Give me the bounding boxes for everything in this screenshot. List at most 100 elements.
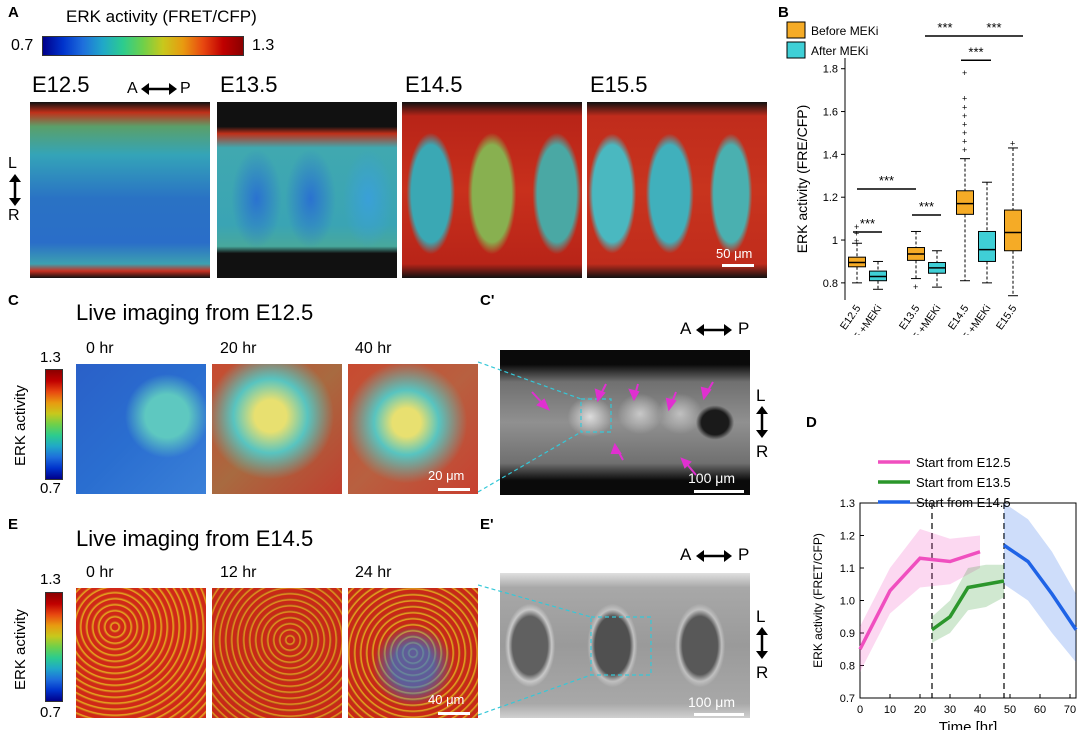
scale-text-e: 40 μm <box>428 692 465 707</box>
axis-p-label: P <box>180 80 191 97</box>
outlier-mark: + <box>962 94 967 104</box>
x-tick-label: 50 <box>1004 704 1016 716</box>
image-ep-overview <box>500 573 750 718</box>
x-tick-label: 10 <box>884 704 896 716</box>
x-tick-label: 0 <box>857 704 863 716</box>
significance-stars: *** <box>968 44 983 59</box>
x-tick-label: 20 <box>914 704 926 716</box>
image-e-0hr <box>76 588 206 718</box>
image-e12-5 <box>30 102 210 278</box>
axis-p-label: P <box>738 319 750 338</box>
colorbar-e <box>45 592 63 702</box>
outlier-mark: + <box>854 222 859 232</box>
outlier-mark: + <box>962 128 967 138</box>
time-label: 0 hr <box>86 564 114 581</box>
x-tick-label: 60 <box>1034 704 1046 716</box>
outlier-mark: + <box>854 236 859 246</box>
y-tick-label: 1.3 <box>840 498 855 510</box>
image-e-12hr <box>212 588 342 718</box>
legend-swatch-before <box>786 21 806 39</box>
axis-a-label: A <box>127 80 138 97</box>
outlier-mark: + <box>962 102 967 112</box>
scale-text-cp: 100 μm <box>688 470 735 486</box>
axis-a-label: A <box>680 545 692 564</box>
outlier-mark: + <box>962 68 967 78</box>
scale-text-c: 20 μm <box>428 468 465 483</box>
colorbar-max-a: 1.3 <box>252 37 275 54</box>
axis-p-label: P <box>738 545 750 564</box>
colorbar-min-a: 0.7 <box>11 37 34 54</box>
series-line <box>858 550 981 651</box>
panel-label-a: A <box>8 4 19 21</box>
stage-label: E15.5 <box>590 72 648 97</box>
time-label: 12 hr <box>220 564 257 581</box>
y-tick-label: 1.1 <box>840 563 855 575</box>
y-tick-label: 1.6 <box>823 107 838 119</box>
colorbar-max-e: 1.3 <box>40 571 61 588</box>
axis-r-label: R <box>756 663 769 682</box>
y-tick-label: 0.8 <box>840 661 855 673</box>
y-tick-label: 1.2 <box>840 531 855 543</box>
time-label: 20 hr <box>220 340 257 357</box>
y-tick-label: 1 <box>832 235 838 247</box>
panel-label-c: C <box>8 292 19 309</box>
zoom-guide-lines <box>478 361 714 493</box>
lr-arrow-icon <box>756 406 768 438</box>
series-line <box>1003 543 1078 631</box>
box-plot-b: 0.8 1 1.2 1.4 1.6 1.8 ERK activity (FRE/CFP) E1… <box>786 20 1023 335</box>
y-tick-label: 1.4 <box>823 149 838 161</box>
outlier-mark: + <box>962 137 967 147</box>
significance-stars: *** <box>879 173 894 188</box>
ap-arrow-icon <box>141 83 177 95</box>
image-c-0hr <box>76 364 206 494</box>
scale-bar-e <box>438 712 470 715</box>
colorbar-min-c: 0.7 <box>40 480 61 497</box>
box <box>978 230 996 262</box>
axis-l-label: L <box>8 155 17 172</box>
scale-bar-cp <box>694 490 744 493</box>
image-e14-5 <box>402 102 582 278</box>
axis-l-label: L <box>756 386 766 405</box>
scale-text-a: 50 μm <box>716 246 753 261</box>
legend-label-before: Before MEKi <box>811 24 878 38</box>
scale-bar-a <box>722 264 754 267</box>
legend-label: Start from E13.5 <box>916 475 1011 490</box>
legend-swatch-after <box>786 41 806 59</box>
scale-bar-ep <box>694 713 744 716</box>
y-axis-title: ERK activity (FRET/CFP) <box>811 533 825 668</box>
axis-r-label: R <box>756 442 769 461</box>
line-chart-d: 0.7 0.8 0.9 1.0 1.1 1.2 1.3 0 10 20 30 40 50 60 70 Time… <box>811 455 1078 730</box>
outlier-mark: + <box>1010 139 1015 149</box>
colorbar-title-e: ERK activity <box>12 609 29 690</box>
axis-a-label: A <box>680 319 692 338</box>
box <box>1004 209 1022 252</box>
y-tick-label: 0.8 <box>823 278 838 290</box>
y-axis-title: ERK activity (FRE/CFP) <box>794 105 810 254</box>
outlier-mark: + <box>962 145 967 155</box>
panel-label-ep: E' <box>480 516 494 533</box>
ap-arrow-icon <box>696 550 732 562</box>
significance-stars: *** <box>860 216 875 231</box>
y-tick-label: 0.9 <box>840 628 855 640</box>
y-tick-label: 1.2 <box>823 192 838 204</box>
legend-label-after: After MEKi <box>811 44 868 58</box>
significance-stars: *** <box>919 199 934 214</box>
axis-r-label: R <box>8 207 20 224</box>
confidence-band <box>860 529 980 672</box>
scale-text-ep: 100 μm <box>688 694 735 710</box>
significance-stars: *** <box>986 20 1001 35</box>
legend-label: Start from E12.5 <box>916 455 1011 470</box>
confidence-band <box>1004 503 1076 663</box>
outlier-mark: + <box>962 119 967 129</box>
panel-label-d: D <box>806 414 817 431</box>
significance-stars: *** <box>937 20 952 35</box>
image-c-20hr <box>212 364 342 494</box>
colorbar-title-c: ERK activity <box>12 385 29 466</box>
stage-label: E14.5 <box>405 72 463 97</box>
y-tick-label: 1.8 <box>823 64 838 76</box>
x-tick-label: 40 <box>974 704 986 716</box>
x-tick-label: E15.5 <box>994 303 1020 332</box>
colorbar-c <box>45 369 63 480</box>
outlier-mark: + <box>854 229 859 239</box>
lr-arrow-icon <box>9 174 21 206</box>
